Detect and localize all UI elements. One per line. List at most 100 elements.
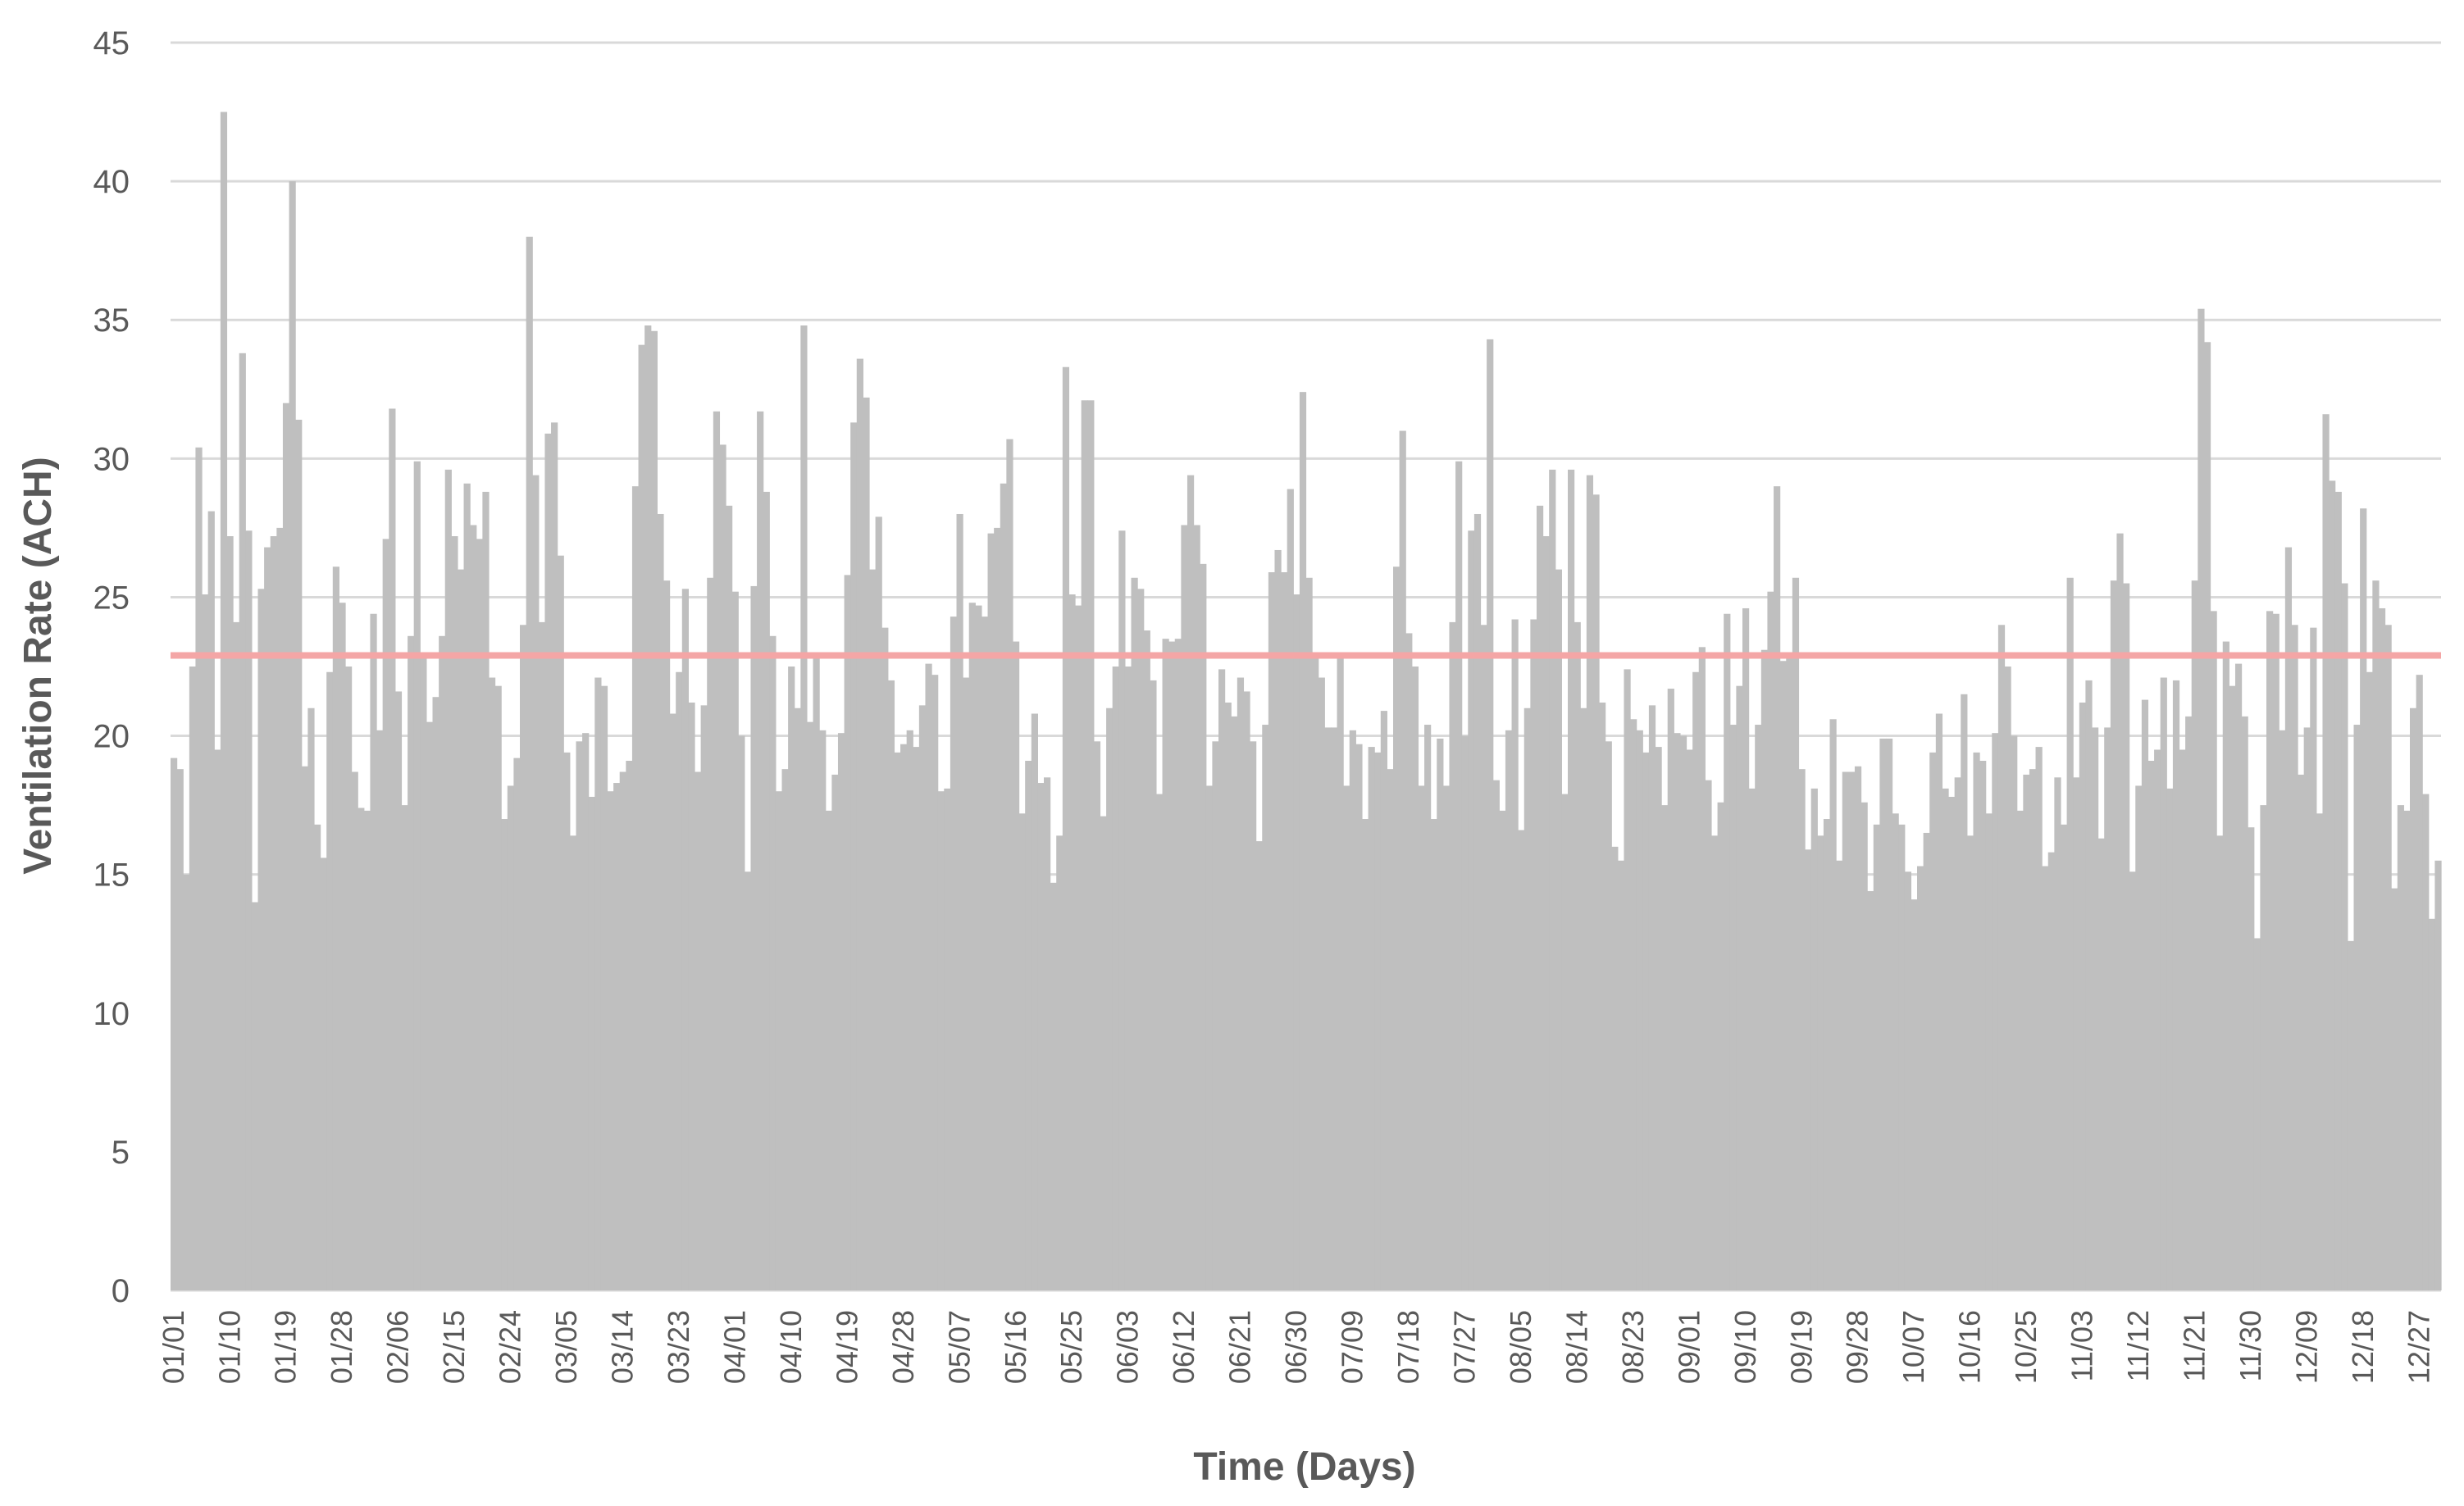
x-tick-label: 04/28: [886, 1310, 920, 1384]
bar-day-325: [2191, 580, 2198, 1290]
bar-day-67: [582, 733, 590, 1290]
bar-day-68: [588, 796, 595, 1290]
bar-day-324: [2185, 716, 2193, 1290]
bar-day-287: [1954, 777, 1961, 1290]
bar-day-175: [1255, 841, 1263, 1290]
x-tick-label: 04/01: [717, 1310, 751, 1384]
bar-day-338: [2272, 613, 2280, 1290]
x-tick-label: 02/15: [437, 1310, 471, 1384]
bar-day-280: [1911, 899, 1918, 1290]
bar-day-122: [925, 663, 932, 1290]
bar-day-318: [2147, 760, 2155, 1290]
bar-day-182: [1299, 392, 1307, 1290]
x-tick-label: 01/01: [157, 1310, 190, 1384]
bar-day-96: [763, 491, 770, 1290]
x-tick-label: 04/10: [774, 1310, 808, 1384]
x-tick-label: 01/19: [269, 1310, 303, 1384]
bar-day-264: [1810, 788, 1818, 1290]
bar-day-51: [482, 491, 490, 1290]
bar-day-198: [1399, 430, 1406, 1290]
bar-day-62: [551, 422, 558, 1290]
bar-day-212: [1487, 339, 1494, 1291]
bar-day-334: [2248, 827, 2255, 1290]
bar-day-238: [1648, 705, 1656, 1290]
bar-day-44: [439, 635, 446, 1290]
bar-day-221: [1542, 536, 1550, 1290]
bar-day-110: [850, 422, 858, 1290]
bar-day-311: [2104, 727, 2111, 1290]
bar-day-290: [1973, 752, 1980, 1290]
bar-day-178: [1274, 549, 1282, 1290]
bar-day-158: [1150, 680, 1157, 1290]
bar-day-147: [1081, 400, 1088, 1291]
bar-day-328: [2210, 611, 2217, 1290]
bar-day-241: [1667, 689, 1674, 1290]
bar-day-80: [663, 580, 671, 1290]
bar-day-56: [513, 758, 521, 1290]
bar-day-343: [2303, 727, 2311, 1290]
bar-day-135: [1006, 439, 1013, 1291]
bar-day-179: [1281, 572, 1288, 1290]
bar-day-252: [1736, 685, 1743, 1290]
bar-day-75: [631, 486, 640, 1290]
x-tick-label: 10/16: [1953, 1310, 1987, 1384]
bar-day-173: [1243, 691, 1250, 1290]
bar-day-233: [1617, 860, 1625, 1290]
bar-day-142: [1050, 882, 1057, 1290]
bar-day-169: [1218, 669, 1226, 1290]
y-tick-label: 25: [93, 580, 130, 616]
y-tick-label: 40: [93, 164, 130, 200]
bars: [171, 111, 2442, 1291]
bar-day-50: [476, 539, 483, 1290]
bar-day-155: [1131, 577, 1138, 1290]
bar-day-139: [1031, 713, 1038, 1290]
bar-day-314: [2123, 583, 2130, 1290]
bar-day-278: [1898, 824, 1906, 1290]
bar-day-117: [894, 752, 901, 1290]
bar-day-16: [264, 547, 271, 1290]
x-tick-label: 06/12: [1167, 1310, 1200, 1384]
bar-day-146: [1075, 605, 1082, 1290]
y-tick-label: 45: [93, 25, 130, 61]
bar-day-72: [613, 783, 621, 1290]
bar-day-102: [800, 325, 808, 1290]
bar-day-326: [2198, 308, 2205, 1290]
bar-day-58: [526, 236, 533, 1290]
x-tick-label: 07/09: [1336, 1310, 1369, 1384]
bar-day-90: [726, 505, 733, 1290]
bar-day-160: [1162, 639, 1169, 1290]
bar-day-231: [1605, 741, 1612, 1290]
bar-day-98: [775, 791, 783, 1290]
bar-day-303: [2054, 777, 2061, 1290]
bar-day-207: [1455, 461, 1463, 1290]
x-tick-label: 09/01: [1672, 1310, 1706, 1384]
bar-day-222: [1549, 469, 1556, 1290]
bar-day-180: [1287, 489, 1294, 1290]
bar-day-25: [320, 858, 327, 1290]
bar-day-196: [1387, 769, 1394, 1290]
bar-day-130: [975, 605, 982, 1290]
bar-day-331: [2229, 685, 2236, 1290]
bar-day-140: [1037, 783, 1045, 1290]
bar-day-2: [176, 769, 184, 1290]
bar-day-167: [1205, 785, 1213, 1290]
bar-day-61: [544, 433, 552, 1290]
bar-day-228: [1586, 475, 1594, 1290]
bar-day-113: [869, 569, 877, 1290]
bar-day-185: [1318, 677, 1325, 1290]
bar-day-220: [1536, 505, 1544, 1290]
bar-day-358: [2397, 805, 2404, 1290]
bar-day-17: [270, 536, 277, 1290]
bar-day-97: [769, 635, 777, 1290]
bar-day-95: [757, 411, 764, 1290]
bar-day-235: [1630, 719, 1637, 1290]
bar-day-203: [1430, 819, 1437, 1290]
bar-day-219: [1530, 619, 1537, 1290]
bar-day-348: [2334, 491, 2342, 1290]
bar-day-4: [189, 667, 197, 1290]
bar-day-52: [488, 677, 496, 1290]
x-tick-label: 11/30: [2234, 1310, 2267, 1381]
bar-day-86: [700, 705, 708, 1290]
bar-day-351: [2353, 725, 2361, 1290]
